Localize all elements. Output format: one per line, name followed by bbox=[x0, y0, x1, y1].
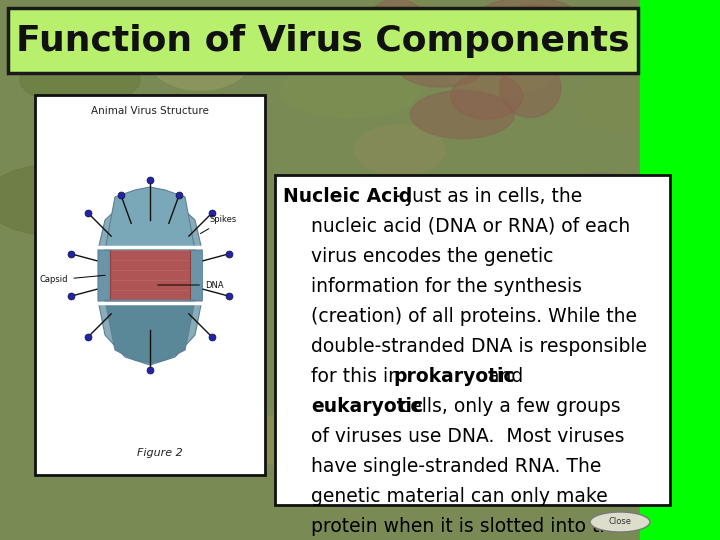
Ellipse shape bbox=[435, 370, 565, 430]
FancyBboxPatch shape bbox=[275, 175, 670, 505]
Text: DNA: DNA bbox=[158, 280, 224, 289]
Ellipse shape bbox=[410, 91, 514, 139]
Ellipse shape bbox=[280, 63, 420, 118]
Text: - Just as in cells, the: - Just as in cells, the bbox=[388, 187, 582, 206]
Text: double-stranded DNA is responsible: double-stranded DNA is responsible bbox=[311, 337, 647, 356]
Polygon shape bbox=[98, 190, 202, 365]
Text: Capsid: Capsid bbox=[40, 275, 105, 285]
Text: Function of Virus Components: Function of Virus Components bbox=[16, 24, 630, 57]
Ellipse shape bbox=[0, 165, 115, 235]
Ellipse shape bbox=[150, 30, 250, 90]
Text: and: and bbox=[482, 367, 523, 386]
Ellipse shape bbox=[95, 273, 205, 327]
Ellipse shape bbox=[20, 55, 140, 105]
Polygon shape bbox=[98, 250, 202, 300]
Ellipse shape bbox=[564, 16, 635, 51]
Text: cells, only a few groups: cells, only a few groups bbox=[394, 397, 621, 416]
Text: nucleic acid (DNA or RNA) of each: nucleic acid (DNA or RNA) of each bbox=[311, 217, 630, 236]
Text: Close: Close bbox=[608, 517, 631, 526]
FancyBboxPatch shape bbox=[8, 8, 638, 73]
Text: have single-stranded RNA. The: have single-stranded RNA. The bbox=[311, 457, 601, 476]
Text: of viruses use DNA.  Most viruses: of viruses use DNA. Most viruses bbox=[311, 427, 624, 446]
Text: (creation) of all proteins. While the: (creation) of all proteins. While the bbox=[311, 307, 637, 326]
FancyBboxPatch shape bbox=[35, 95, 265, 475]
Text: Nucleic Acid: Nucleic Acid bbox=[283, 187, 413, 206]
Ellipse shape bbox=[575, 70, 665, 130]
Text: protein when it is slotted into the: protein when it is slotted into the bbox=[311, 517, 623, 536]
Text: eukaryotic: eukaryotic bbox=[311, 397, 423, 416]
Text: Animal Virus Structure: Animal Virus Structure bbox=[91, 106, 209, 116]
Ellipse shape bbox=[451, 73, 523, 119]
Ellipse shape bbox=[285, 453, 415, 508]
Text: for this in: for this in bbox=[311, 367, 400, 386]
Ellipse shape bbox=[495, 5, 572, 46]
Bar bbox=[110, 245, 190, 305]
Text: virus encodes the genetic: virus encodes the genetic bbox=[311, 247, 554, 266]
Ellipse shape bbox=[355, 125, 445, 175]
Text: genetic material can only make: genetic material can only make bbox=[311, 487, 608, 506]
Ellipse shape bbox=[398, 49, 485, 87]
Ellipse shape bbox=[500, 58, 561, 117]
Bar bbox=[640, 0, 720, 540]
Ellipse shape bbox=[10, 390, 150, 450]
Ellipse shape bbox=[240, 413, 360, 468]
Ellipse shape bbox=[480, 0, 576, 32]
Ellipse shape bbox=[545, 172, 655, 227]
Text: Spikes: Spikes bbox=[200, 215, 238, 234]
Text: information for the synthesis: information for the synthesis bbox=[311, 277, 582, 296]
Text: Figure 2: Figure 2 bbox=[137, 448, 183, 458]
Ellipse shape bbox=[365, 0, 428, 55]
Ellipse shape bbox=[445, 45, 555, 95]
Polygon shape bbox=[105, 187, 195, 250]
Ellipse shape bbox=[600, 320, 700, 380]
Text: prokaryotic: prokaryotic bbox=[393, 367, 515, 386]
Ellipse shape bbox=[590, 512, 650, 532]
Polygon shape bbox=[105, 300, 195, 363]
